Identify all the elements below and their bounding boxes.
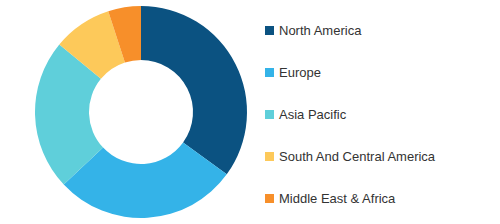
svg-text:South And Central America: South And Central America bbox=[279, 149, 436, 164]
svg-text:Middle East & Africa: Middle East & Africa bbox=[279, 191, 396, 206]
svg-text:Asia Pacific: Asia Pacific bbox=[279, 107, 347, 122]
svg-text:North America: North America bbox=[279, 23, 362, 38]
svg-text:Europe: Europe bbox=[279, 65, 321, 80]
